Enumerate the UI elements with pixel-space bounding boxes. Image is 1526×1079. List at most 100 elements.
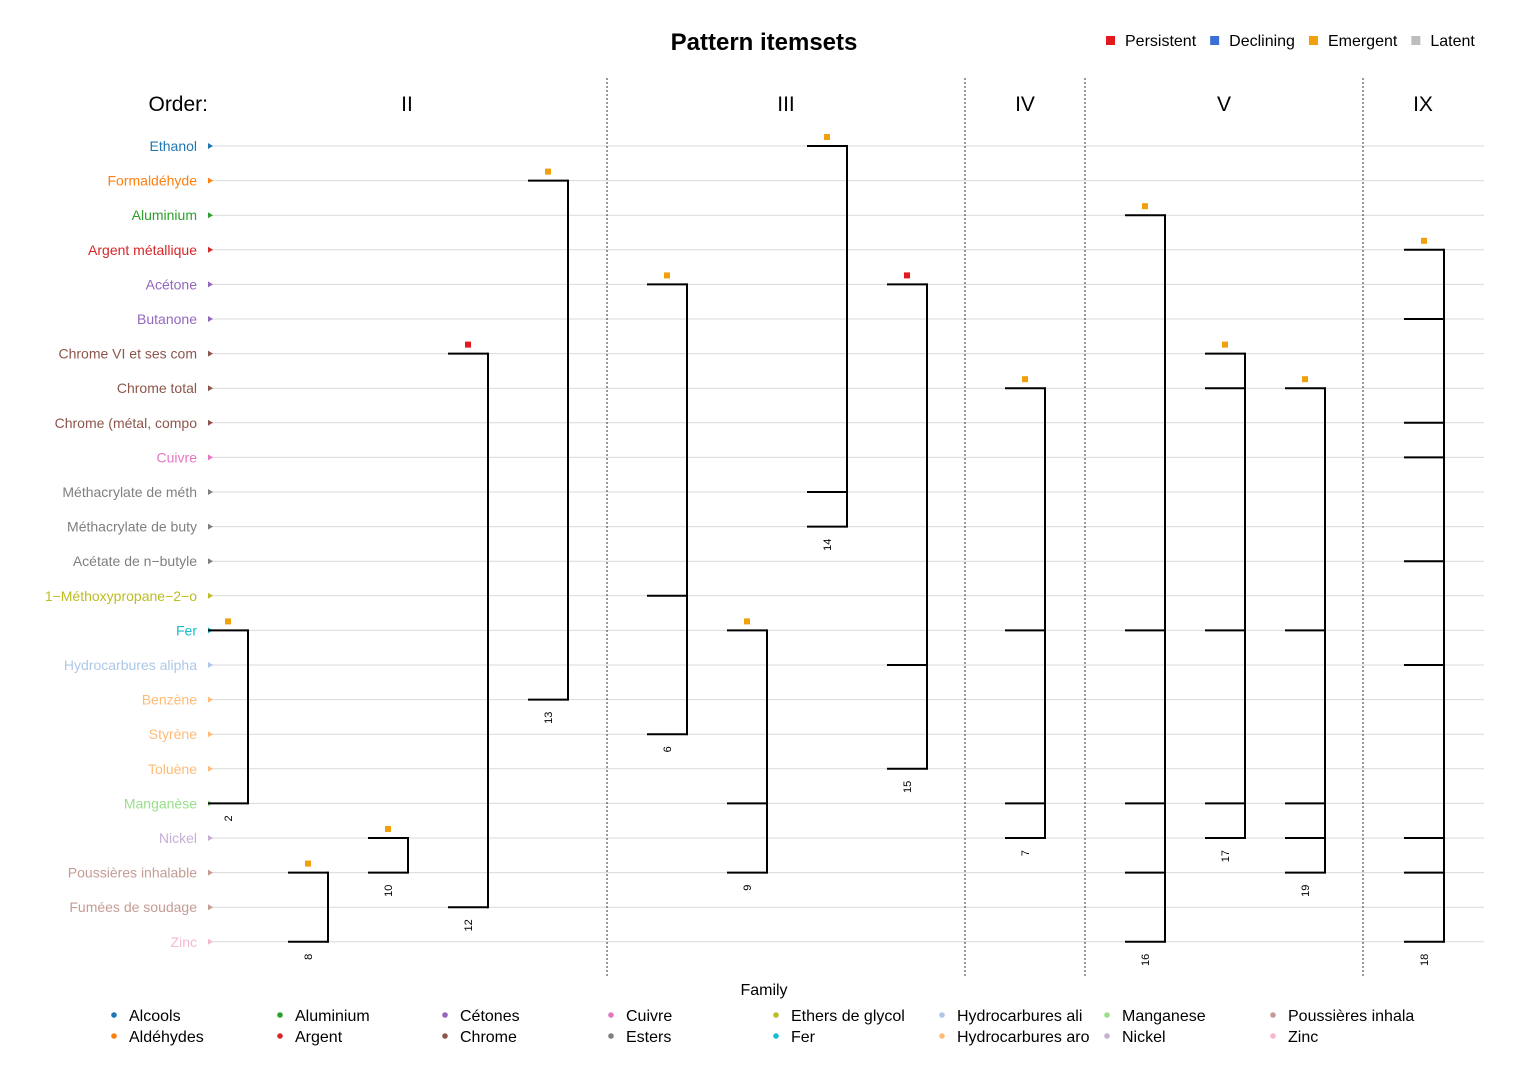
- order-headers: II III IV V IX: [401, 93, 1433, 116]
- status-label: Latent: [1430, 33, 1475, 50]
- pattern-status-marker: [744, 618, 750, 625]
- item-label-methacrylate-de-meth: Méthacrylate de méth: [62, 484, 197, 500]
- pattern-17: 17: [1205, 341, 1246, 862]
- family-legend-hydrocarbures-aro: Hydrocarbures aro: [939, 1029, 1090, 1046]
- family-swatch: [939, 1012, 945, 1018]
- item-marker: [208, 765, 213, 772]
- pattern-status-marker: [385, 826, 391, 832]
- pattern-15: 15: [887, 272, 928, 793]
- item-marker: [208, 696, 213, 703]
- order-header-iv: IV: [1015, 93, 1035, 116]
- family-swatch: [1104, 1033, 1110, 1039]
- pattern-id-label: 18: [1419, 954, 1431, 966]
- family-legend-ethers-de-glycol: Ethers de glycol: [773, 1008, 905, 1025]
- pattern-id-label: 9: [742, 885, 754, 891]
- status-legend-declining: Declining: [1210, 33, 1295, 50]
- pattern-14: 14: [807, 134, 848, 551]
- family-swatch: [111, 1012, 117, 1018]
- pattern-status-marker: [1302, 376, 1308, 383]
- item-label-acetone: Acétone: [146, 276, 198, 292]
- family-legend-cetones: Cétones: [442, 1008, 520, 1025]
- item-label-methacrylate-de-buty: Méthacrylate de buty: [67, 519, 197, 535]
- item-marker: [208, 938, 213, 945]
- pattern-status-marker: [225, 618, 231, 625]
- pattern-id-label: 19: [1300, 885, 1312, 897]
- family-legend-alcools: Alcools: [111, 1008, 181, 1025]
- family-swatch: [608, 1033, 614, 1039]
- item-label-zinc: Zinc: [171, 934, 197, 950]
- item-label-acetate-de-n-butyle: Acétate de n−butyle: [73, 553, 197, 569]
- pattern-id-label: 16: [1140, 954, 1152, 966]
- family-swatch: [1270, 1012, 1276, 1018]
- item-marker: [208, 454, 213, 461]
- family-legend-title: Family: [740, 982, 787, 999]
- family-label: Zinc: [1288, 1029, 1318, 1046]
- item-label-chrome-vi-et-ses-com: Chrome VI et ses com: [59, 346, 198, 362]
- family-label: Manganese: [1122, 1008, 1206, 1025]
- item-marker: [208, 419, 213, 426]
- item-label-benzene: Benzène: [142, 692, 197, 708]
- status-swatch: [1106, 36, 1115, 45]
- pattern-id-label: 6: [662, 746, 674, 752]
- pattern-7: 7: [1005, 376, 1046, 856]
- item-marker: [208, 869, 213, 876]
- item-label-1-methoxypropane-2-o: 1−Méthoxypropane−2−o: [45, 588, 197, 604]
- family-legend-poussieres-inhala: Poussières inhala: [1270, 1008, 1414, 1025]
- patterns: 2 8 10 12 13 6 9 14 15 7 16 17 19 18: [208, 134, 1445, 966]
- pattern-status-marker: [1421, 237, 1427, 244]
- family-label: Hydrocarbures ali: [957, 1008, 1082, 1025]
- family-label: Argent: [295, 1029, 343, 1046]
- family-swatch: [773, 1033, 779, 1039]
- family-legend-aldehydes: Aldéhydes: [111, 1029, 204, 1046]
- family-label: Fer: [791, 1029, 816, 1046]
- family-legend: Alcools Aldéhydes Aluminium Argent Cétones Ch…: [111, 1008, 1414, 1046]
- pattern-status-marker: [1222, 341, 1228, 348]
- pattern-16: 16: [1125, 203, 1166, 966]
- pattern-id-label: 13: [543, 712, 555, 724]
- item-marker: [208, 523, 213, 530]
- item-marker: [208, 177, 213, 184]
- family-label: Ethers de glycol: [791, 1008, 905, 1025]
- status-legend-latent: Latent: [1411, 33, 1475, 50]
- pattern-id-label: 7: [1020, 850, 1032, 856]
- pattern-status-marker: [465, 341, 471, 348]
- pattern-13: 13: [528, 168, 569, 724]
- item-label-fumees-de-soudage: Fumées de soudage: [69, 899, 197, 915]
- item-label-hydrocarbures-alipha: Hydrocarbures alipha: [64, 657, 197, 673]
- family-swatch: [277, 1033, 283, 1039]
- family-swatch: [1270, 1033, 1276, 1039]
- item-label-aluminium: Aluminium: [132, 207, 197, 223]
- family-swatch: [608, 1012, 614, 1018]
- status-legend-persistent: Persistent: [1106, 33, 1197, 50]
- item-marker: [208, 281, 213, 288]
- pattern-10: 10: [368, 826, 409, 897]
- order-label: Order:: [148, 93, 208, 116]
- item-label-ethanol: Ethanol: [150, 138, 197, 154]
- item-label-butanone: Butanone: [137, 311, 197, 327]
- item-label-styrene: Styrène: [149, 726, 197, 742]
- family-label: Chrome: [460, 1029, 517, 1046]
- family-legend-hydrocarbures-ali: Hydrocarbures ali: [939, 1008, 1082, 1025]
- item-gridlines: [212, 145, 1484, 943]
- family-label: Nickel: [1122, 1029, 1166, 1046]
- item-label-formaldehyde: Formaldéhyde: [108, 173, 198, 189]
- family-swatch: [277, 1012, 283, 1018]
- pattern-19: 19: [1285, 376, 1326, 897]
- item-marker: [208, 350, 213, 357]
- item-marker: [208, 558, 213, 565]
- family-swatch: [939, 1033, 945, 1039]
- item-marker: [208, 731, 213, 738]
- family-swatch: [442, 1033, 448, 1039]
- pattern-12: 12: [448, 341, 489, 931]
- item-label-chrome-total: Chrome total: [117, 380, 197, 396]
- order-header-ii: II: [401, 93, 413, 116]
- item-marker: [208, 489, 213, 495]
- family-swatch: [773, 1012, 779, 1018]
- status-swatch: [1308, 36, 1318, 45]
- family-label: Cétones: [460, 1008, 520, 1025]
- item-marker: [208, 316, 213, 322]
- chart-title: Pattern itemsets: [671, 29, 858, 56]
- family-label: Aluminium: [295, 1008, 370, 1025]
- status-label: Declining: [1229, 33, 1295, 50]
